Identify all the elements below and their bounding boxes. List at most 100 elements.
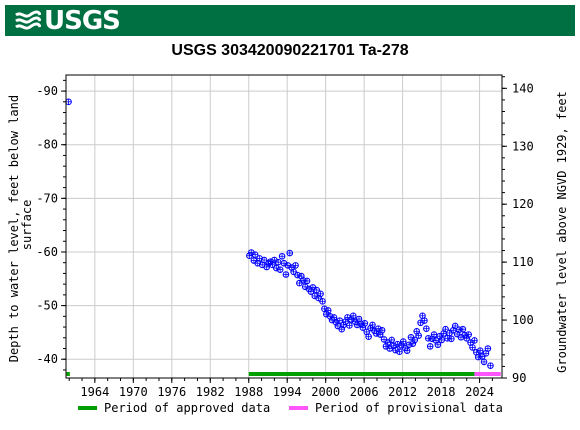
- data-point: [455, 326, 463, 334]
- hydrograph-chart: 1964 1970 1976 1982 1988 1994 2000 2006 2012 2018…: [7, 74, 569, 399]
- x-tick-label: 1964: [80, 385, 109, 399]
- usgs-logo-text: USGS: [44, 6, 121, 36]
- data-point: [282, 271, 290, 278]
- data-point: [442, 325, 449, 333]
- data-point: [278, 252, 286, 260]
- plot-frame: [65, 74, 503, 379]
- x-tick-label: 1982: [196, 385, 225, 399]
- data-point: [294, 271, 301, 279]
- data-point: [448, 335, 455, 343]
- data-point: [399, 338, 407, 345]
- data-point: [478, 353, 486, 360]
- x-axis-ticks: 1964 1970 1976 1982 1988 1994 2000 2006 2012 2018…: [68, 378, 494, 399]
- data-point: [424, 335, 432, 342]
- data-point: [411, 336, 419, 344]
- y-axis-right-label: Groundwater level above NGVD 1929, feet: [555, 91, 569, 373]
- data-point: [459, 325, 467, 333]
- y-axis-left-label-line1: Depth to water level, feet below land: [7, 95, 21, 362]
- x-tick-label: 1970: [119, 385, 148, 399]
- y2-tick-label: 120: [512, 197, 534, 211]
- data-point: [369, 321, 376, 329]
- legend-approved-swatch: [78, 406, 97, 410]
- x-tick-label: 1976: [157, 385, 186, 399]
- y-axis-left-label: Depth to water level, feet below land su…: [7, 88, 34, 363]
- y-tick-label: -40: [36, 352, 58, 366]
- y-tick-label: -70: [36, 191, 58, 205]
- data-point: [378, 326, 386, 334]
- data-point: [426, 343, 434, 350]
- data-point: [349, 312, 357, 320]
- approval-period-bars: [66, 372, 501, 376]
- data-point: [319, 298, 326, 305]
- data-point: [365, 333, 372, 341]
- data-point: [480, 358, 488, 366]
- data-point: [438, 336, 446, 344]
- x-tick-label: 2000: [311, 385, 340, 399]
- data-point: [286, 249, 294, 257]
- grid-lines: [66, 75, 502, 378]
- y-axis-left-label-line2: surface: [20, 200, 34, 251]
- data-point: [251, 251, 259, 258]
- data-point: [430, 331, 438, 338]
- legend-approved-label: Period of approved data: [104, 401, 271, 415]
- data-points: [65, 98, 494, 369]
- x-tick-label: 1994: [273, 385, 302, 399]
- x-tick-label: 2018: [427, 385, 456, 399]
- data-point: [303, 277, 311, 285]
- data-point: [260, 256, 268, 264]
- x-tick-label: 2024: [465, 385, 494, 399]
- data-point: [405, 341, 413, 349]
- data-point: [324, 307, 332, 314]
- y2-tick-label: 140: [512, 81, 534, 95]
- y2-tick-label: 90: [512, 371, 526, 385]
- data-point: [423, 325, 430, 332]
- usgs-logo[interactable]: USGS: [15, 6, 121, 36]
- y-tick-label: -50: [36, 299, 58, 313]
- data-point: [317, 290, 324, 298]
- data-point: [474, 353, 482, 361]
- data-point: [276, 266, 284, 273]
- approval-period-bar: [66, 372, 70, 376]
- y-tick-label: -90: [36, 84, 58, 98]
- data-point: [394, 340, 401, 348]
- chart-title: USGS 303420090221701 Ta-278: [171, 42, 409, 59]
- x-tick-label: 2006: [350, 385, 379, 399]
- data-point: [274, 258, 282, 266]
- approval-period-bar: [248, 372, 475, 376]
- data-point: [309, 284, 317, 291]
- data-point: [465, 331, 472, 338]
- data-point: [346, 322, 353, 329]
- y2-tick-label: 130: [512, 139, 534, 153]
- data-point: [434, 341, 442, 349]
- y-axis-left-ticks: -90 -80 -70 -60 -50 -40: [36, 79, 66, 371]
- legend-provisional-swatch: [289, 406, 308, 410]
- x-tick-label: 2012: [388, 385, 417, 399]
- data-point: [290, 268, 297, 276]
- data-point: [353, 321, 361, 329]
- x-tick-label: 1988: [234, 385, 263, 399]
- data-point: [421, 317, 428, 324]
- legend: Period of approved data Period of provis…: [0, 401, 580, 419]
- data-point: [415, 332, 422, 339]
- data-point: [403, 347, 411, 354]
- data-point: [299, 277, 307, 284]
- legend-provisional: Period of provisional data: [289, 401, 503, 415]
- legend-approved: Period of approved data: [78, 401, 270, 415]
- y2-tick-label: 100: [512, 313, 534, 327]
- data-point: [396, 348, 403, 356]
- data-point: [380, 336, 388, 343]
- usgs-wave-icon: [15, 10, 41, 30]
- data-point: [484, 345, 492, 352]
- data-point: [313, 286, 321, 294]
- data-point: [361, 319, 369, 327]
- data-point: [461, 331, 469, 339]
- y2-tick-label: 110: [512, 255, 534, 269]
- data-point: [292, 262, 299, 269]
- data-point: [451, 322, 459, 330]
- legend-provisional-label: Period of provisional data: [315, 401, 503, 415]
- data-point: [65, 98, 72, 106]
- data-point: [476, 347, 484, 354]
- y-tick-label: -80: [36, 138, 58, 152]
- data-point: [388, 336, 396, 344]
- y-axis-right-ticks: 140 130 120 110 100 90: [502, 76, 534, 385]
